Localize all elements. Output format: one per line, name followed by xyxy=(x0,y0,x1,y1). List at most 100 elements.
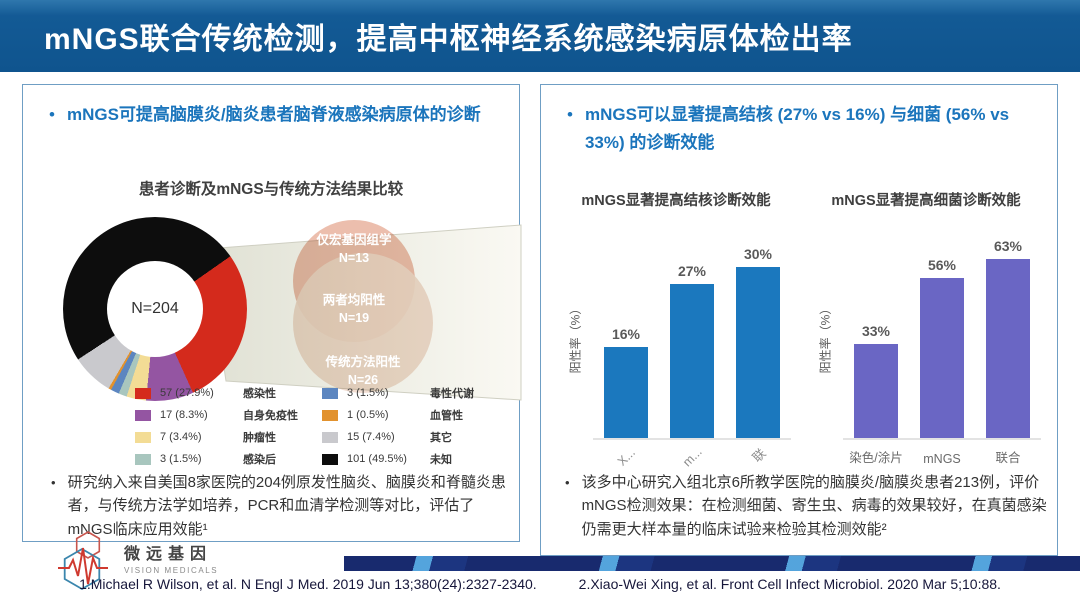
legend-item: 1 (0.5%) 血管性 xyxy=(322,407,474,423)
legend-col-left: 57 (27.9%) 感染性 17 (8.3%) 自身免疫性 7 (3.4%) 肿瘤性 3 … xyxy=(135,385,298,467)
bar-group: 27% m... xyxy=(668,238,716,469)
legend-item: 3 (1.5%) 毒性代谢 xyxy=(322,385,474,401)
reference-1: 1.Michael R Wilson, et al. N Engl J Med.… xyxy=(79,576,537,592)
x-axis-tick-label: 联 xyxy=(749,446,769,465)
right-note-text: 该多中心研究入组北京6所教学医院的脑膜炎/脑膜炎患者213例，评价mNGS检测效… xyxy=(581,474,1047,538)
bar-value-label: 30% xyxy=(743,246,773,262)
legend-swatch xyxy=(322,387,338,399)
legend-item: 57 (27.9%) 感染性 xyxy=(135,385,298,401)
venn-label-mngs-only: 仅宏基因组学 N=13 xyxy=(316,233,392,266)
legend-label: 感染性 xyxy=(243,388,276,400)
legend-count: 1 (0.5%) xyxy=(347,409,389,421)
tb-y-axis-label: 阳性率（%） xyxy=(568,302,583,374)
bar xyxy=(854,344,898,438)
tb-chart-plot: 阳性率（%） 16% X... 27% m... 30% 联 xyxy=(569,238,791,469)
company-logo: 微远基因 VISION MEDICALS xyxy=(52,530,218,596)
legend-swatch xyxy=(322,453,338,465)
bacteria-y-axis-label: 阳性率（%） xyxy=(818,302,833,374)
bar-group: 56% mNGS xyxy=(918,238,966,466)
venn-label-traditional: 传统方法阳性 N=26 xyxy=(325,355,401,388)
bar-group: 63% 联合 xyxy=(984,238,1032,465)
bar-group: 33% 染色/涂片 xyxy=(849,238,902,465)
legend-count: 17 (8.3%) xyxy=(160,409,208,421)
legend-swatch xyxy=(322,431,338,443)
references: 1.Michael R Wilson, et al. N Engl J Med.… xyxy=(0,576,1080,592)
legend-swatch xyxy=(135,409,151,421)
bar xyxy=(986,259,1030,438)
donut-center-label: N=204 xyxy=(107,261,203,357)
legend-item: 7 (3.4%) 肿瘤性 xyxy=(135,429,298,445)
bar-group: 30% 联 xyxy=(734,238,782,465)
legend-label: 血管性 xyxy=(430,410,463,422)
x-axis-tick-label: m... xyxy=(679,444,705,470)
legend-count: 57 (27.9%) xyxy=(160,387,214,399)
bacteria-chart-title: mNGS显著提高细菌诊断效能 xyxy=(831,193,1021,209)
x-axis-tick-label: 联合 xyxy=(995,451,1021,465)
pie-chart-title: 患者诊断及mNGS与传统方法结果比较 xyxy=(138,181,404,198)
tb-bar-chart: mNGS显著提高结核诊断效能 阳性率（%） 16% X... 27% m... 30% 联 xyxy=(557,189,795,469)
tb-chart-title: mNGS显著提高结核诊断效能 xyxy=(581,193,771,209)
legend-count: 7 (3.4%) xyxy=(160,431,202,443)
legend-item: 15 (7.4%) 其它 xyxy=(322,429,474,445)
right-bullet: mNGS可以显著提高结核 (27% vs 16%) 与细菌 (56% vs 33… xyxy=(541,85,1057,157)
logo-name-cn: 微远基因 xyxy=(124,546,213,563)
left-bullet-text: mNGS可提高脑膜炎/脑炎患者脑脊液感染病原体的诊断 xyxy=(66,105,481,124)
legend-count: 15 (7.4%) xyxy=(347,431,395,443)
logo-hexagon-pulse-icon xyxy=(58,531,108,591)
right-note: 该多中心研究入组北京6所教学医院的脑膜炎/脑膜炎患者213例，评价mNGS检测效… xyxy=(565,471,1047,541)
bar-value-label: 33% xyxy=(861,323,891,339)
left-note-text: 研究纳入来自美国8家医院的204例原发性脑炎、脑膜炎和脊髓炎患者，与传统方法学如… xyxy=(67,474,506,538)
x-axis-tick-label: mNGS xyxy=(923,452,961,466)
legend-label: 其它 xyxy=(430,432,452,444)
legend-label: 未知 xyxy=(430,454,452,466)
right-panel: mNGS可以显著提高结核 (27% vs 16%) 与细菌 (56% vs 33… xyxy=(540,84,1058,556)
left-bullet: mNGS可提高脑膜炎/脑炎患者脑脊液感染病原体的诊断 xyxy=(23,85,519,129)
bacteria-chart-plot: 阳性率（%） 33% 染色/涂片 56% mNGS 63% 联合 xyxy=(819,238,1041,466)
logo-name-en: VISION MEDICALS xyxy=(124,566,219,575)
legend-item: 17 (8.3%) 自身免疫性 xyxy=(135,407,298,423)
pie-legend: 57 (27.9%) 感染性 17 (8.3%) 自身免疫性 7 (3.4%) 肿瘤性 3 … xyxy=(135,385,474,467)
legend-label: 肿瘤性 xyxy=(243,432,276,444)
footer-decorative-band xyxy=(344,556,1080,571)
reference-2: 2.Xiao-Wei Xing, et al. Front Cell Infec… xyxy=(578,576,1001,592)
venn-label-both: 两者均阳性 N=19 xyxy=(322,293,386,326)
legend-swatch xyxy=(135,431,151,443)
legend-col-right: 3 (1.5%) 毒性代谢 1 (0.5%) 血管性 15 (7.4%) 其它 101 (4… xyxy=(322,385,474,467)
bar-value-label: 16% xyxy=(611,326,641,342)
bar-value-label: 63% xyxy=(993,238,1023,254)
legend-count: 101 (49.5%) xyxy=(347,453,407,465)
legend-item: 101 (49.5%) 未知 xyxy=(322,451,474,467)
right-bullet-text: mNGS可以显著提高结核 (27% vs 16%) 与细菌 (56% vs 33… xyxy=(584,105,1010,153)
legend-swatch xyxy=(322,409,338,421)
legend-label: 毒性代谢 xyxy=(430,388,474,400)
bar-value-label: 56% xyxy=(927,257,957,273)
bacteria-bars: 33% 染色/涂片 56% mNGS 63% 联合 xyxy=(843,238,1041,466)
bar xyxy=(920,278,964,438)
x-axis-tick-label: 染色/涂片 xyxy=(849,451,903,465)
bullet-dot xyxy=(49,101,55,129)
legend-item: 3 (1.5%) 感染后 xyxy=(135,451,298,467)
legend-label: 感染后 xyxy=(243,454,276,466)
logo-text: 微远基因 VISION MEDICALS xyxy=(124,530,218,596)
left-panel: mNGS可提高脑膜炎/脑炎患者脑脊液感染病原体的诊断 患者诊断及mNGS与传统方… xyxy=(22,84,522,542)
bar-group: 16% X... xyxy=(602,238,650,469)
legend-count: 3 (1.5%) xyxy=(347,387,389,399)
bullet-dot xyxy=(565,471,570,541)
donut-chart: N=204 xyxy=(63,217,247,401)
slide-title: mNGS联合传统检测，提高中枢神经系统感染病原体检出率 xyxy=(44,23,853,56)
x-axis-tick-label: X... xyxy=(614,445,638,469)
bullet-dot xyxy=(567,101,573,157)
legend-label: 自身免疫性 xyxy=(243,410,298,422)
bar xyxy=(670,284,714,438)
bar-value-label: 27% xyxy=(677,263,707,279)
bar xyxy=(736,267,780,438)
legend-swatch xyxy=(135,453,151,465)
left-note: 研究纳入来自美国8家医院的204例原发性脑炎、脑膜炎和脊髓炎患者，与传统方法学如… xyxy=(51,471,513,541)
bacteria-bar-chart: mNGS显著提高细菌诊断效能 阳性率（%） 33% 染色/涂片 56% mNGS 63%… xyxy=(807,189,1045,466)
title-bar: mNGS联合传统检测，提高中枢神经系统感染病原体检出率 xyxy=(0,0,1080,72)
tb-bars: 16% X... 27% m... 30% 联 xyxy=(593,238,791,469)
bar xyxy=(604,347,648,438)
legend-swatch xyxy=(135,387,151,399)
legend-count: 3 (1.5%) xyxy=(160,453,202,465)
